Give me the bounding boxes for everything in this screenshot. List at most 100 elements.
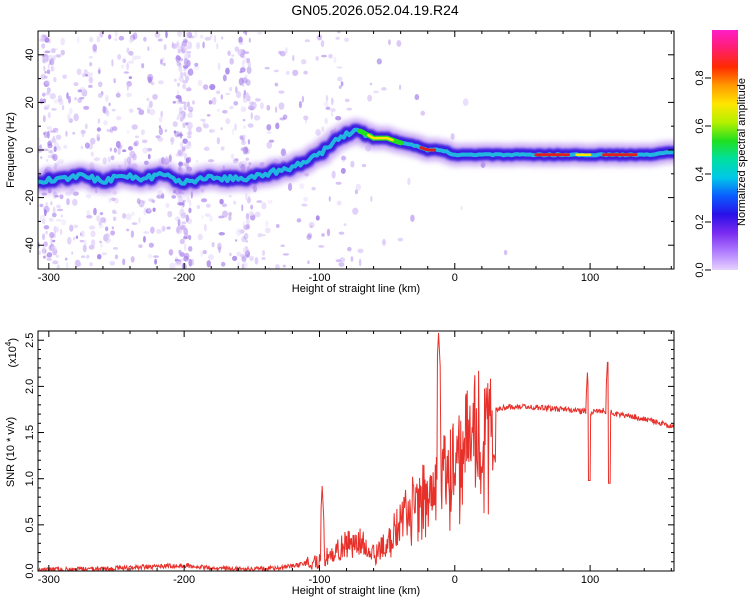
noise-speck <box>126 83 129 91</box>
noise-speck <box>219 198 224 205</box>
noise-speck <box>122 258 126 266</box>
noise-speck <box>67 236 72 245</box>
noise-speck <box>176 117 180 120</box>
noise-speck <box>370 195 373 203</box>
noise-speck <box>203 223 207 232</box>
noise-speck <box>73 236 76 241</box>
noise-speck <box>173 78 177 82</box>
noise-speck <box>358 258 362 267</box>
noise-speck <box>125 213 132 221</box>
noise-speck <box>50 66 55 72</box>
noise-speck <box>156 194 163 199</box>
snr-x-axis: -300 -200 -100 0 100 <box>38 331 672 586</box>
noise-speck <box>244 146 249 154</box>
noise-speck <box>274 106 278 113</box>
noise-speck <box>346 107 353 111</box>
noise-speck <box>48 149 53 154</box>
noise-speck <box>220 261 226 267</box>
noise-speck <box>177 113 184 118</box>
noise-speck <box>246 197 251 204</box>
noise-speck <box>112 247 119 250</box>
noise-speck <box>164 129 168 133</box>
noise-speck <box>336 66 343 69</box>
y-tick-label: 1.0 <box>24 471 36 486</box>
noise-speck <box>148 100 153 109</box>
noise-speck <box>112 216 117 222</box>
noise-speck <box>282 114 288 120</box>
noise-speck <box>129 37 134 44</box>
noise-speck <box>235 86 238 94</box>
noise-speck <box>204 36 211 41</box>
noise-speck <box>102 157 107 165</box>
colorbar-tick-label: 0.0 <box>694 262 706 277</box>
noise-speck <box>104 233 111 238</box>
noise-speck <box>243 91 246 100</box>
noise-speck <box>182 83 187 89</box>
snr-series-line <box>38 332 674 571</box>
noise-speck <box>239 229 245 234</box>
noise-speck <box>235 91 242 99</box>
noise-speck <box>178 195 183 204</box>
noise-speck <box>147 153 151 160</box>
x-tick-label: -300 <box>38 272 60 284</box>
noise-speck <box>343 223 347 227</box>
noise-speck <box>42 148 49 152</box>
noise-speck <box>265 220 269 228</box>
colorbar-tick-label: 0.6 <box>694 118 706 133</box>
noise-speck <box>154 258 158 265</box>
noise-speck <box>47 63 50 69</box>
noise-speck <box>115 140 121 149</box>
noise-speck <box>39 38 46 42</box>
noise-speck <box>186 101 190 108</box>
noise-speck <box>148 242 154 248</box>
noise-speck <box>128 50 134 56</box>
noise-speck <box>234 123 237 131</box>
noise-speck <box>84 73 89 77</box>
noise-speck <box>44 50 51 54</box>
noise-speck <box>128 108 134 113</box>
noise-speck <box>163 43 167 51</box>
noise-speck <box>50 237 53 245</box>
noise-speck <box>53 146 57 153</box>
noise-speck <box>51 48 56 54</box>
x-tick-label: -200 <box>173 574 195 586</box>
noise-speck <box>241 236 247 243</box>
noise-speck <box>165 31 168 39</box>
noise-speck <box>82 244 87 253</box>
noise-speck <box>74 97 77 101</box>
noise-speck <box>132 32 138 40</box>
noise-speck <box>292 69 299 76</box>
noise-speck <box>96 253 102 260</box>
noise-speck <box>77 89 83 93</box>
noise-speck <box>238 36 243 44</box>
colorbar: 0.0 0.2 0.4 0.6 0.8 Normalized spectral ampl… <box>694 30 748 278</box>
noise-speck <box>80 255 86 259</box>
noise-speck <box>179 131 183 139</box>
noise-speck <box>202 250 207 255</box>
noise-speck <box>308 221 315 228</box>
noise-speck <box>185 214 190 223</box>
noise-speck <box>72 191 79 196</box>
noise-speck <box>173 130 177 134</box>
noise-speck <box>118 35 125 41</box>
x-tick-label: -300 <box>38 574 60 586</box>
noise-speck <box>184 53 190 61</box>
noise-speck <box>245 217 250 226</box>
noise-speck <box>134 55 141 60</box>
noise-speck <box>61 104 65 111</box>
noise-speck <box>80 145 84 150</box>
noise-speck <box>287 183 293 192</box>
noise-speck <box>47 141 53 146</box>
noise-speck <box>211 97 217 105</box>
noise-speck <box>242 118 246 122</box>
x-tick-label: -100 <box>308 574 330 586</box>
noise-speck <box>75 235 79 240</box>
noise-speck <box>98 69 101 75</box>
noise-speck <box>66 198 70 206</box>
noise-speck <box>369 82 373 86</box>
noise-speck <box>66 92 69 100</box>
noise-speck <box>161 193 165 199</box>
noise-speck <box>113 147 117 153</box>
noise-speck <box>121 64 124 69</box>
